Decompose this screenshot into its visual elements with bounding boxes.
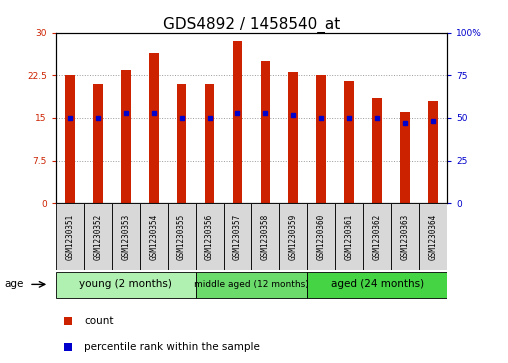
Bar (205, 84, 214, 203)
Bar (344, 81, 354, 203)
Bar (112, 203, 140, 270)
Text: aged (24 months): aged (24 months) (331, 280, 424, 289)
Title: GDS4892 / 1458540_at: GDS4892 / 1458540_at (163, 16, 340, 33)
Bar (363, 203, 391, 270)
Bar (65, 75, 75, 203)
Text: count: count (84, 316, 114, 326)
Bar (233, 41, 242, 203)
Bar (335, 203, 363, 270)
Bar (84, 203, 112, 270)
Bar (168, 203, 196, 270)
Text: GSM1230354: GSM1230354 (149, 214, 158, 260)
Bar (224, 203, 251, 270)
Text: GSM1230356: GSM1230356 (205, 214, 214, 260)
Bar (400, 112, 410, 203)
Text: GSM1230358: GSM1230358 (261, 214, 270, 260)
Bar (56, 272, 196, 298)
Bar (307, 203, 335, 270)
Text: GSM1230361: GSM1230361 (345, 214, 354, 260)
Text: middle aged (12 months): middle aged (12 months) (194, 280, 309, 289)
Text: GSM1230353: GSM1230353 (121, 214, 130, 260)
Text: GSM1230351: GSM1230351 (66, 214, 74, 260)
Text: GSM1230362: GSM1230362 (373, 214, 382, 260)
Text: young (2 months): young (2 months) (79, 280, 172, 289)
Bar (196, 272, 307, 298)
Text: GSM1230357: GSM1230357 (233, 214, 242, 260)
Bar (196, 203, 224, 270)
Text: age: age (5, 280, 24, 289)
Text: GSM1230359: GSM1230359 (289, 214, 298, 260)
Bar (372, 98, 382, 203)
Bar (289, 73, 298, 203)
Text: percentile rank within the sample: percentile rank within the sample (84, 342, 260, 352)
Bar (261, 61, 270, 203)
Bar (251, 203, 279, 270)
Bar (316, 75, 326, 203)
Bar (177, 84, 186, 203)
Text: GSM1230363: GSM1230363 (401, 214, 409, 260)
Bar (428, 101, 438, 203)
Text: GSM1230352: GSM1230352 (93, 214, 102, 260)
Bar (307, 272, 447, 298)
Bar (121, 70, 131, 203)
Bar (419, 203, 447, 270)
Bar (279, 203, 307, 270)
Bar (149, 53, 158, 203)
Bar (93, 84, 103, 203)
Bar (140, 203, 168, 270)
Bar (391, 203, 419, 270)
Text: GSM1230364: GSM1230364 (429, 214, 437, 260)
Text: GSM1230360: GSM1230360 (317, 214, 326, 260)
Bar (56, 203, 84, 270)
Text: GSM1230355: GSM1230355 (177, 214, 186, 260)
